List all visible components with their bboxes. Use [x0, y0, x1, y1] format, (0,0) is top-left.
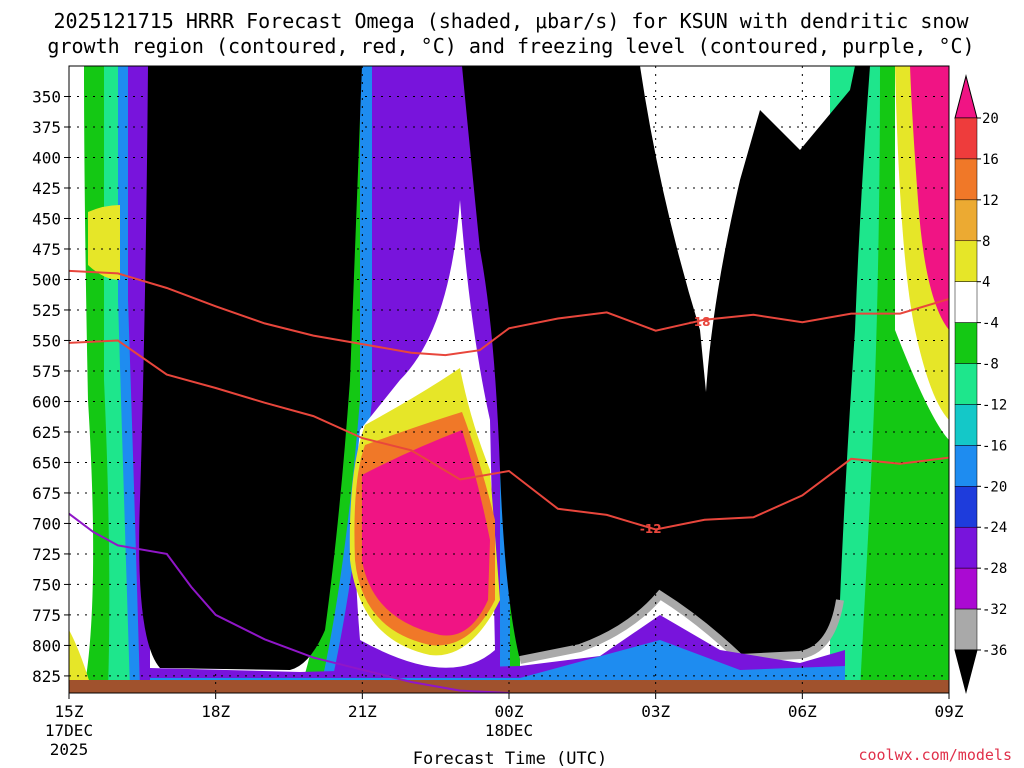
- x-tick-label: 03Z: [641, 702, 670, 721]
- colorbar-segment: [954, 199, 978, 242]
- colorbar: 20 16 12 8 4 -4 -8 -12 -16 -20 -24 -28 -32 -36: [954, 74, 1007, 694]
- contour-label: -12: [640, 522, 662, 536]
- y-tick-label: 350: [32, 87, 61, 106]
- y-tick-label: 775: [32, 606, 61, 625]
- y-tick-label: 600: [32, 392, 61, 411]
- colorbar-segment: [954, 486, 978, 528]
- y-tick-label: 400: [32, 148, 61, 167]
- colorbar-label: -4: [982, 316, 999, 332]
- x-tick-label: 21Z: [348, 702, 377, 721]
- contour-line-minus18: [69, 269, 949, 357]
- contour-lines: -18 -12: [69, 269, 949, 693]
- y-tick-label: 750: [32, 575, 61, 594]
- x-tick-label: 15Z: [55, 702, 84, 721]
- contour-line-minus12: [69, 339, 949, 531]
- y-tick-label: 525: [32, 301, 61, 320]
- gridlines: [69, 66, 949, 693]
- y-tick-label: 625: [32, 423, 61, 442]
- y-tick-label: 500: [32, 270, 61, 289]
- x-tick-label: 09Z: [935, 702, 964, 721]
- chart-title-line-2: growth region (contoured, red, °C) and f…: [47, 34, 974, 58]
- colorbar-label: -20: [982, 479, 1007, 495]
- x-tick-year: 2025: [50, 740, 89, 759]
- y-tick-label: 700: [32, 514, 61, 533]
- colorbar-label: -32: [982, 602, 1007, 618]
- colorbar-segment: [954, 404, 978, 446]
- colorbar-segment: [954, 117, 978, 160]
- omega-blob-pink: [362, 430, 490, 636]
- colorbar-label: 16: [982, 152, 999, 168]
- x-axis-label: Forecast Time (UTC): [413, 749, 607, 768]
- colorbar-segment: [954, 567, 978, 610]
- colorbar-label: -16: [982, 438, 1007, 454]
- colorbar-segment: [954, 526, 978, 569]
- y-tick-label: 675: [32, 484, 61, 503]
- colorbar-label: -36: [982, 643, 1007, 659]
- omega-lower-left-yellow: [69, 630, 92, 690]
- plot-area: -18 -12: [69, 66, 949, 693]
- colorbar-segment: [954, 608, 978, 651]
- colorbar-segment: [954, 158, 978, 201]
- chart-title-line-1: 2025121715 HRRR Forecast Omega (shaded, …: [53, 9, 969, 33]
- colorbar-label: 4: [982, 275, 990, 291]
- y-tick-label: 650: [32, 453, 61, 472]
- y-tick-label: 450: [32, 209, 61, 228]
- colorbar-label: -12: [982, 397, 1007, 413]
- y-tick-label: 550: [32, 331, 61, 350]
- x-tick-label: 00Z: [495, 702, 524, 721]
- y-axis-pressure: 350 375 400 425 450 475 500 525 550 575 600 625 650 6…: [32, 87, 69, 686]
- colorbar-label: 8: [982, 234, 990, 250]
- x-tick-date: 18DEC: [485, 721, 533, 740]
- colorbar-segment: [954, 322, 978, 364]
- colorbar-label: 12: [982, 193, 999, 209]
- colorbar-over-triangle: [954, 74, 978, 119]
- y-tick-label: 800: [32, 636, 61, 655]
- omega-mid-left-yellow: [88, 205, 120, 280]
- colorbar-label: -8: [982, 357, 999, 373]
- omega-band-upper-right-pink: [910, 66, 949, 330]
- y-tick-label: 375: [32, 118, 61, 137]
- x-tick-label: 06Z: [788, 702, 817, 721]
- colorbar-segment: [954, 281, 978, 323]
- y-tick-label: 825: [32, 667, 61, 686]
- omega-gray-bottom: [519, 589, 844, 664]
- x-tick-date: 17DEC: [45, 721, 93, 740]
- omega-bottom-ribbon-blue: [150, 640, 845, 690]
- terrain-ground: [69, 680, 949, 693]
- y-tick-label: 425: [32, 179, 61, 198]
- colorbar-under-triangle: [954, 649, 978, 694]
- colorbar-segment: [954, 363, 978, 405]
- x-tick-label: 18Z: [201, 702, 230, 721]
- y-tick-label: 475: [32, 240, 61, 259]
- colorbar-label: -28: [982, 561, 1007, 577]
- colorbar-segment: [954, 445, 978, 487]
- colorbar-segment: [954, 240, 978, 282]
- y-tick-label: 575: [32, 362, 61, 381]
- freezing-level-contour: [69, 512, 510, 693]
- colorbar-label: 20: [982, 111, 999, 127]
- contour-label: -18: [689, 315, 711, 329]
- credit-text: coolwx.com/models: [858, 746, 1012, 764]
- colorbar-label: -24: [982, 520, 1007, 536]
- omega-black-left: [139, 66, 362, 670]
- y-tick-label: 725: [32, 545, 61, 564]
